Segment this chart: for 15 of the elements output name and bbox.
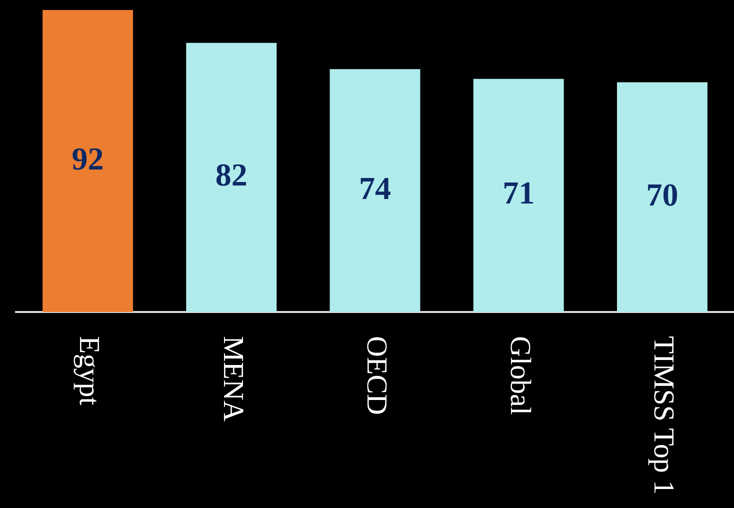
bar [330, 69, 420, 312]
x-tick-label: Egypt [73, 336, 106, 406]
data-label: 82 [215, 156, 248, 193]
bar [473, 78, 564, 312]
x-tick-label: MENA [216, 336, 249, 422]
data-label: 74 [359, 170, 391, 206]
x-tick-label: TIMSS Top 1 [648, 336, 680, 495]
x-tick-label: Global [504, 336, 536, 415]
data-label: 92 [72, 140, 104, 176]
bar [616, 82, 708, 312]
bar [42, 10, 134, 312]
data-label: 71 [502, 174, 535, 211]
bar [186, 42, 277, 312]
data-label: 70 [646, 176, 678, 212]
x-tick-label: OECD [360, 336, 392, 415]
